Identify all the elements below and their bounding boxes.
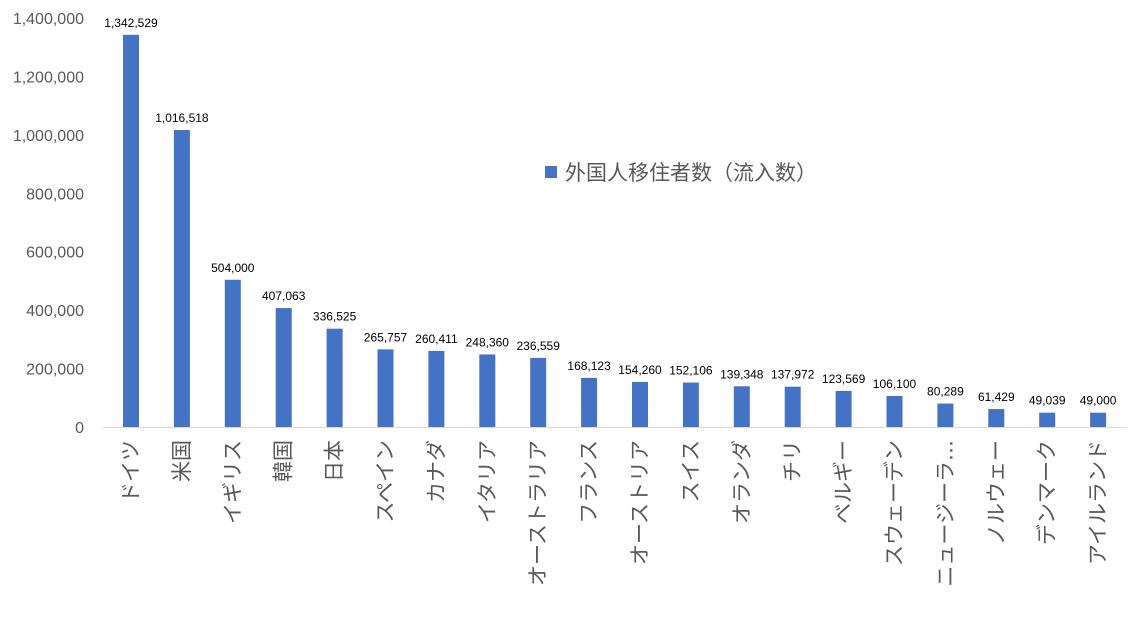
data-label: 248,360	[466, 335, 510, 349]
x-tick-label: デンマーク	[1035, 440, 1059, 545]
bar	[937, 403, 954, 427]
x-tick-label: スペイン	[374, 440, 398, 523]
bar	[581, 377, 598, 427]
data-label: 152,106	[669, 364, 713, 378]
data-label: 49,000	[1080, 394, 1117, 408]
data-label: 1,016,518	[155, 111, 209, 125]
x-tick-label: 日本	[323, 440, 347, 482]
y-tick-label: 0	[75, 420, 84, 437]
x-tick-label: 米国	[170, 440, 194, 482]
data-label: 123,569	[822, 372, 866, 386]
bar	[835, 390, 852, 427]
data-label: 260,411	[415, 332, 458, 346]
x-tick-label: アイルランド	[1086, 440, 1110, 565]
x-tick-label: オーストリア	[628, 440, 652, 565]
bar	[530, 357, 547, 427]
data-label: 236,559	[517, 339, 561, 353]
x-tick-label: オランダ	[730, 440, 754, 524]
y-axis-labels: 0 200,000 400,000 600,000 800,000 1,000,000 1,…	[13, 11, 84, 437]
data-label: 49,039	[1029, 394, 1066, 408]
data-label: 504,000	[211, 261, 255, 275]
data-label: 137,972	[771, 368, 815, 382]
data-label: 168,123	[567, 359, 611, 373]
x-axis-labels: ドイツ 米国 イギリス 韓国 日本 スペイン カナダ イタリア オーストラリア フランス オーストリ…	[119, 440, 1110, 587]
bar	[275, 308, 292, 427]
bar	[479, 354, 496, 427]
legend-swatch	[545, 166, 557, 178]
bar	[784, 386, 801, 427]
y-tick-label: 600,000	[26, 245, 84, 262]
y-tick-label: 400,000	[26, 303, 84, 320]
x-tick-label: イギリス	[221, 440, 245, 524]
bar	[377, 349, 394, 427]
data-label: 154,260	[618, 363, 662, 377]
bar	[428, 350, 445, 427]
x-tick-label: ベルギー	[832, 440, 856, 524]
x-tick-label: スウェーデン	[883, 440, 907, 566]
bar	[1039, 412, 1056, 427]
x-tick-label: 韓国	[272, 440, 296, 482]
x-tick-label: ニュージーラ…	[933, 440, 957, 587]
bar	[123, 34, 139, 428]
y-tick-label: 1,200,000	[13, 69, 84, 86]
x-tick-label: オーストラリア	[526, 440, 550, 586]
x-tick-label: スイス	[679, 440, 703, 502]
legend-label: 外国人移住者数（流入数）	[565, 161, 817, 185]
data-label: 106,100	[873, 377, 917, 391]
data-label: 80,289	[927, 385, 964, 399]
x-tick-label: チリ	[781, 440, 805, 482]
x-tick-label: カナダ	[424, 440, 448, 503]
data-label: 407,063	[262, 289, 306, 303]
data-label: 139,348	[720, 367, 764, 381]
x-tick-label: ノルウェー	[984, 440, 1008, 545]
bar	[682, 382, 699, 427]
data-label: 1,342,529	[104, 16, 158, 30]
bar	[886, 396, 903, 427]
bar	[224, 279, 241, 427]
y-tick-label: 800,000	[26, 186, 84, 203]
bar	[326, 328, 343, 427]
bar	[173, 130, 190, 427]
bar	[733, 386, 750, 427]
data-labels: 1,342,529 1,016,518 504,000 407,063 336,525 2…	[104, 16, 1116, 408]
x-tick-label: イタリア	[475, 440, 499, 523]
legend: 外国人移住者数（流入数）	[545, 161, 817, 185]
y-tick-label: 1,000,000	[13, 128, 84, 145]
bars	[123, 34, 1107, 428]
x-tick-label: ドイツ	[119, 440, 143, 503]
bar	[632, 381, 648, 427]
y-tick-label: 1,400,000	[13, 11, 84, 28]
x-tick-label: フランス	[577, 440, 601, 524]
data-label: 61,429	[978, 390, 1015, 404]
y-tick-label: 200,000	[26, 362, 84, 379]
data-label: 336,525	[313, 310, 357, 324]
data-label: 265,757	[364, 330, 408, 344]
bar	[988, 409, 1005, 427]
bar	[1090, 412, 1107, 427]
